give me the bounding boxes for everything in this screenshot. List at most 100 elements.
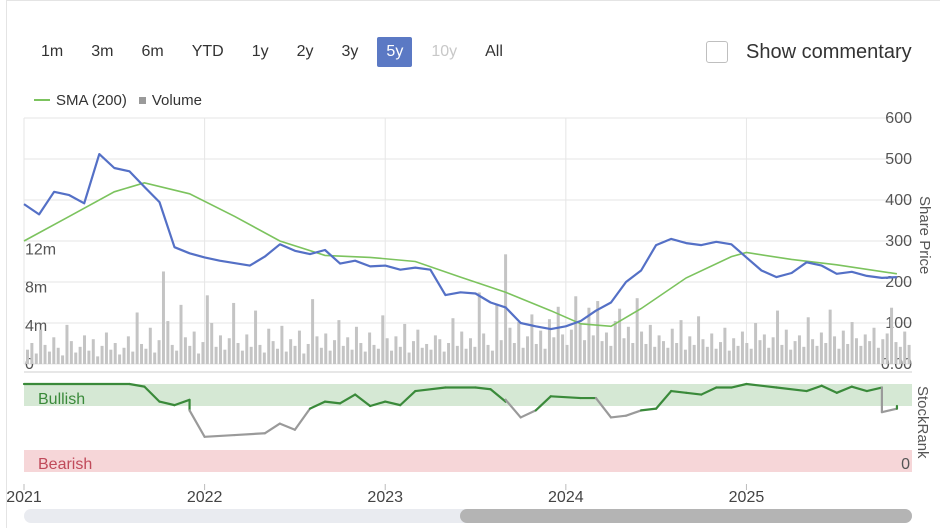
volume-bar bbox=[464, 348, 468, 364]
bearish-band bbox=[24, 450, 912, 472]
stockrank-segment bbox=[655, 389, 673, 410]
volume-bar bbox=[521, 347, 525, 364]
volume-bar bbox=[828, 309, 832, 364]
volume-bar bbox=[815, 345, 819, 364]
volume-bar bbox=[631, 343, 635, 364]
volume-bar bbox=[271, 341, 275, 364]
volume-bar bbox=[868, 341, 872, 364]
volume-bar bbox=[661, 341, 665, 364]
volume-bar bbox=[780, 344, 784, 364]
volume-bar bbox=[837, 348, 841, 364]
price-tick-label: 600 bbox=[885, 110, 912, 127]
stockrank-segment bbox=[624, 409, 643, 417]
volume-bar bbox=[354, 326, 358, 364]
range-button-all[interactable]: All bbox=[485, 43, 503, 60]
stockrank-segment bbox=[609, 414, 628, 419]
volume-bar bbox=[854, 338, 858, 364]
volume-bar bbox=[104, 332, 108, 364]
stockrank-segment bbox=[549, 395, 582, 400]
volume-bar bbox=[153, 352, 157, 364]
volume-bar bbox=[517, 322, 521, 364]
range-button-3y[interactable]: 3y bbox=[341, 43, 359, 60]
volume-bar bbox=[530, 314, 534, 364]
range-button-6m[interactable]: 6m bbox=[141, 43, 164, 60]
volume-bar bbox=[811, 339, 815, 364]
volume-bar bbox=[789, 349, 793, 364]
volume-bar bbox=[626, 326, 630, 364]
volume-bar bbox=[657, 335, 661, 364]
volume-legend-label[interactable]: Volume bbox=[151, 91, 202, 109]
show-commentary-toggle[interactable]: Show commentary bbox=[706, 38, 912, 66]
stockrank-segment bbox=[594, 396, 613, 419]
volume-bar bbox=[745, 343, 749, 364]
volume-bar bbox=[692, 344, 696, 364]
volume-bar bbox=[543, 348, 547, 364]
volume-bar bbox=[714, 348, 718, 364]
sma-legend-swatch bbox=[34, 99, 50, 101]
volume-bar bbox=[297, 330, 301, 364]
stockrank-segment bbox=[128, 382, 146, 388]
volume-bar bbox=[284, 351, 288, 364]
stockrank-segment bbox=[354, 393, 372, 408]
volume-bar bbox=[534, 343, 538, 364]
volume-bar bbox=[723, 327, 727, 364]
range-button-1y[interactable]: 1y bbox=[251, 43, 269, 60]
sma-legend-label[interactable]: SMA (200) bbox=[56, 91, 127, 109]
volume-bar bbox=[776, 310, 780, 364]
volume-bar bbox=[192, 331, 196, 364]
volume-bar bbox=[30, 343, 34, 364]
volume-bar bbox=[898, 346, 902, 364]
navigator-scrollbar[interactable] bbox=[24, 509, 912, 523]
volume-bar bbox=[754, 322, 758, 364]
volume-bar bbox=[469, 338, 472, 364]
volume-bar bbox=[390, 350, 394, 364]
chart-container bbox=[6, 0, 940, 528]
volume-bar bbox=[495, 303, 499, 364]
volume-bar bbox=[644, 343, 648, 364]
stockrank-segment bbox=[143, 385, 161, 403]
volume-bar bbox=[214, 346, 218, 364]
volume-bar bbox=[87, 350, 91, 364]
volume-bar bbox=[591, 335, 595, 364]
volume-bar bbox=[556, 306, 560, 364]
volume-tick-label: 0 bbox=[25, 356, 34, 373]
stockrank-segment bbox=[414, 386, 447, 393]
stockrank-axis-label: StockRank bbox=[914, 386, 931, 459]
stockrank-segment bbox=[293, 407, 312, 431]
volume-bar bbox=[596, 301, 600, 364]
volume-bar bbox=[420, 347, 424, 364]
volume-bar bbox=[100, 345, 104, 364]
volume-bar bbox=[350, 349, 354, 364]
stockrank-segment bbox=[158, 400, 176, 407]
volume-bar bbox=[280, 325, 284, 364]
volume-bar bbox=[197, 353, 201, 364]
volume-bar bbox=[319, 347, 323, 364]
volume-bar bbox=[372, 344, 376, 364]
volume-bar bbox=[411, 341, 415, 364]
range-button-5y[interactable]: 5y bbox=[377, 37, 413, 67]
volume-bar bbox=[675, 343, 679, 364]
volume-bar bbox=[61, 355, 65, 364]
range-button-ytd[interactable]: YTD bbox=[191, 43, 224, 60]
volume-bar bbox=[859, 345, 863, 364]
scrollbar-thumb[interactable] bbox=[460, 509, 912, 523]
volume-bar bbox=[490, 350, 494, 364]
volume-bar bbox=[890, 307, 894, 364]
volume-bar bbox=[574, 296, 578, 364]
volume-bar bbox=[311, 299, 315, 364]
volume-bar bbox=[96, 356, 100, 364]
volume-bar bbox=[600, 341, 604, 364]
range-button-2y[interactable]: 2y bbox=[296, 43, 314, 60]
volume-bar bbox=[552, 337, 556, 364]
volume-bar bbox=[394, 336, 398, 364]
range-button-1m[interactable]: 1m bbox=[41, 43, 64, 60]
commentary-checkbox[interactable] bbox=[706, 41, 728, 63]
volume-bar bbox=[749, 348, 753, 364]
volume-bar bbox=[451, 318, 455, 364]
volume-bar bbox=[473, 346, 477, 364]
range-button-3m[interactable]: 3m bbox=[91, 43, 114, 60]
stockrank-segment bbox=[308, 400, 327, 410]
volume-bar bbox=[328, 350, 332, 364]
volume-bar bbox=[442, 351, 446, 364]
